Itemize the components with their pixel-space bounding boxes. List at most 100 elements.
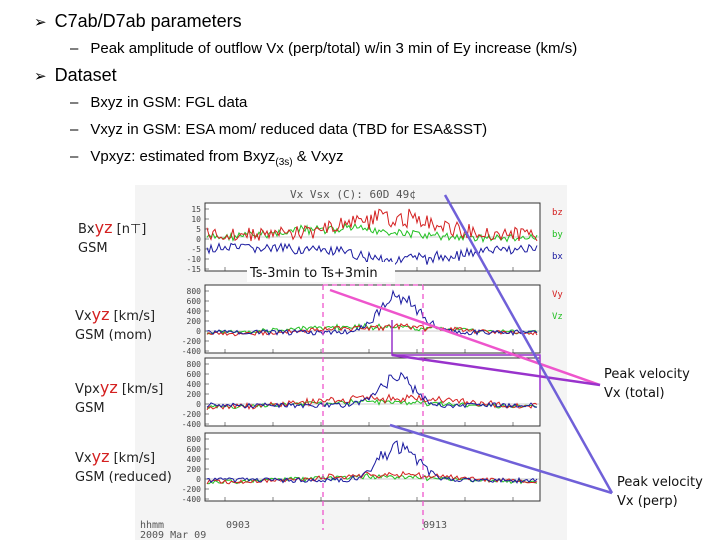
y-tick-label: -400	[182, 495, 201, 504]
panel-label-line: Vpxyz [km/s]	[75, 378, 163, 399]
y-tick-label: -200	[182, 337, 201, 346]
panel-unit: [km/s]	[109, 309, 156, 324]
y-tick-label: 600	[187, 297, 202, 306]
footer-hhmm: hhmm	[140, 520, 164, 531]
arrow-total-pink	[329, 288, 601, 387]
panel-var: Bx	[78, 222, 95, 237]
panel-unit: [km/s]	[117, 382, 164, 397]
bullet-arrow-icon: ➢	[34, 67, 47, 85]
dash-glyph: –	[70, 148, 79, 165]
legend-label: Vy	[552, 290, 563, 300]
bullet-parameters: ➢ C7ab/D7ab parameters	[34, 10, 242, 33]
y-tick-label: -5	[191, 245, 201, 254]
window-label-box	[247, 262, 395, 282]
y-tick-label: -10	[187, 255, 202, 264]
bullet-dataset: ➢ Dataset	[34, 64, 117, 87]
panel-frame: GSM	[78, 241, 108, 256]
panel-var-components: yz	[91, 447, 110, 466]
panel-frame: GSM	[75, 401, 105, 416]
panel-label-bxyz: Bxyz [n⊤] GSM	[78, 218, 146, 258]
dataset-item-bxyz: – Bxyz in GSM: FGL data	[70, 93, 247, 113]
y-tick-label: 600	[187, 445, 202, 454]
annotation-line: Vx (perp)	[617, 494, 678, 509]
trace-vpz	[206, 393, 538, 411]
trace-vz	[206, 322, 538, 337]
panel-unit: [n⊤]	[112, 222, 147, 237]
arrow-perp-purple	[443, 194, 614, 494]
panel-var: Vx	[75, 451, 92, 466]
dataset-item-vxyz: – Vxyz in GSM: ESA mom/ reduced data (TBD…	[70, 120, 487, 140]
arrow-perp-blue	[389, 423, 613, 495]
trace-bz	[206, 208, 538, 242]
annotation-line: Peak velocity	[617, 475, 703, 490]
legend-label: Vz	[552, 312, 563, 322]
panel-var-components: yz	[99, 378, 118, 397]
y-tick-label: 800	[187, 287, 202, 296]
y-tick-label: 10	[191, 215, 201, 224]
annotation-line: Vx (total)	[604, 386, 665, 401]
y-tick-label: 200	[187, 390, 202, 399]
y-tick-label: 200	[187, 465, 202, 474]
trace-vpx	[206, 371, 538, 409]
dataset-item-vpxyz: – Vpxyz: estimated from Bxyz(3s) & Vxyz	[70, 147, 344, 173]
dash-glyph: –	[70, 121, 79, 138]
y-tick-label: 0	[196, 475, 201, 484]
annotation-peak-total: Peak velocity Vx (total)	[604, 365, 690, 403]
y-tick-label: 400	[187, 307, 202, 316]
y-tick-label: -200	[182, 485, 201, 494]
panel-label-vpxyz: Vpxyz [km/s] GSM	[75, 378, 163, 418]
panel-var: Vpx	[75, 382, 100, 397]
y-tick-label: 0	[196, 400, 201, 409]
panel-frame: GSM (reduced)	[75, 470, 172, 485]
plot-title: Vx Vsx (C): 60D 49¢	[290, 188, 416, 201]
arrow-total-violet	[391, 353, 601, 387]
dataset-item-subscript: (3s)	[275, 157, 293, 168]
panel-var-components: yz	[91, 305, 110, 324]
annotation-peak-perp: Peak velocity Vx (perp)	[617, 473, 703, 511]
bullet-dataset-text: Dataset	[54, 65, 117, 85]
y-tick-label: 15	[191, 205, 201, 214]
panel-label-vxyz-reduced: Vxyz [km/s] GSM (reduced)	[75, 447, 172, 487]
legend-label: by	[552, 230, 563, 240]
footer-date: 2009 Mar 09	[140, 530, 206, 540]
panel-label-line: Vxyz [km/s]	[75, 305, 155, 326]
dash-glyph: –	[70, 40, 79, 57]
sub-peak-amplitude: – Peak amplitude of outflow Vx (perp/tota…	[70, 39, 577, 59]
x-tick-0913: 0913	[423, 520, 447, 531]
y-tick-label: 400	[187, 380, 202, 389]
y-tick-label: 0	[196, 327, 201, 336]
trace-rvx	[206, 440, 538, 484]
panel-unit: [km/s]	[109, 451, 156, 466]
trace-bx	[206, 242, 538, 267]
peak-marker-total	[391, 320, 541, 390]
panel-frame: GSM (mom)	[75, 328, 153, 343]
y-tick-label: 0	[196, 235, 201, 244]
trace-by	[206, 222, 538, 244]
panel-label-vxyz-mom: Vxyz [km/s] GSM (mom)	[75, 305, 155, 345]
legend-label: bx	[552, 252, 563, 262]
panel-var: Vx	[75, 309, 92, 324]
panel-var-components: yz	[94, 218, 113, 237]
dataset-item-text: Vxyz in GSM: ESA mom/ reduced data (TBD …	[90, 121, 488, 138]
dataset-item-suffix: & Vxyz	[292, 148, 344, 165]
y-tick-label: 600	[187, 370, 202, 379]
panel-frame-box	[204, 284, 541, 354]
bullet-arrow-icon: ➢	[34, 13, 47, 31]
y-tick-label: -200	[182, 410, 201, 419]
x-tick-0903: 0903	[226, 520, 250, 531]
y-tick-label: -400	[182, 420, 201, 429]
annotation-line: Peak velocity	[604, 367, 690, 382]
trace-vx	[206, 289, 538, 337]
y-tick-label: -15	[187, 265, 202, 274]
legend-label: bz	[552, 208, 563, 218]
panel-label-line: Vxyz [km/s]	[75, 447, 172, 468]
y-tick-label: 400	[187, 455, 202, 464]
dash-glyph: –	[70, 94, 79, 111]
y-tick-label: 800	[187, 360, 202, 369]
y-tick-label: 5	[196, 225, 201, 234]
y-tick-label: 200	[187, 317, 202, 326]
window-label: Ts-3min to Ts+3min	[249, 266, 378, 281]
dataset-item-text: Bxyz in GSM: FGL data	[90, 94, 248, 111]
y-tick-label: 800	[187, 435, 202, 444]
